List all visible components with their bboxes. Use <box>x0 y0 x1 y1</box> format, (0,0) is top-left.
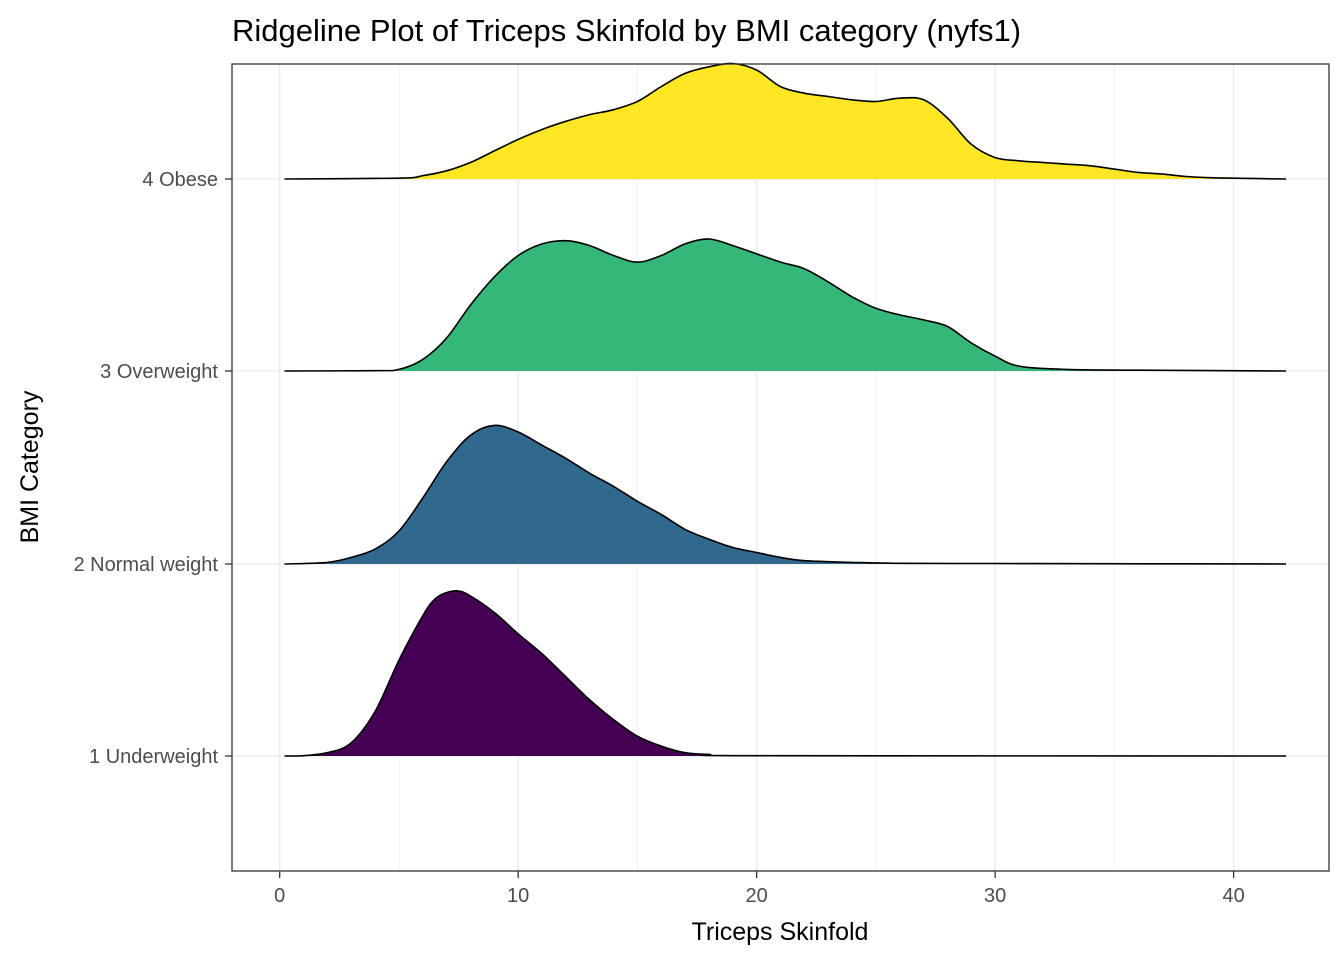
y-tick-label: 1 Underweight <box>89 746 218 768</box>
y-tick-label: 2 Normal weight <box>73 554 218 576</box>
x-tick-label: 40 <box>1222 885 1244 907</box>
y-axis: 1 Underweight 2 Normal weight 3 Overweight… <box>73 169 232 768</box>
ridge-fill-3-overweight <box>284 238 1287 371</box>
chart-title: Ridgeline Plot of Triceps Skinfold by BM… <box>232 13 1021 48</box>
x-axis: 0 10 20 30 40 <box>274 871 1245 907</box>
x-tick-label: 0 <box>274 885 285 907</box>
y-axis-title: BMI Category <box>16 390 44 543</box>
ridge-outline-1-underweight <box>284 590 1287 757</box>
y-tick-label: 3 Overweight <box>100 361 218 383</box>
ridge-outline-2-normal-weight <box>284 424 1287 565</box>
x-tick-label: 20 <box>746 885 768 907</box>
ridge-fill-4-obese <box>284 63 1287 179</box>
ridge-fill-2-normal-weight <box>284 425 1287 564</box>
ridge-outline-3-overweight <box>284 238 1287 372</box>
x-tick-label: 30 <box>984 885 1006 907</box>
x-tick-label: 10 <box>507 885 529 907</box>
ridge-fill-1-underweight <box>284 590 1287 756</box>
ridge-outline-4-obese <box>284 62 1287 180</box>
x-axis-title: Triceps Skinfold <box>692 918 869 946</box>
ridges <box>284 62 1287 757</box>
y-tick-label: 4 Obese <box>142 169 218 191</box>
plot-border <box>231 63 1330 872</box>
